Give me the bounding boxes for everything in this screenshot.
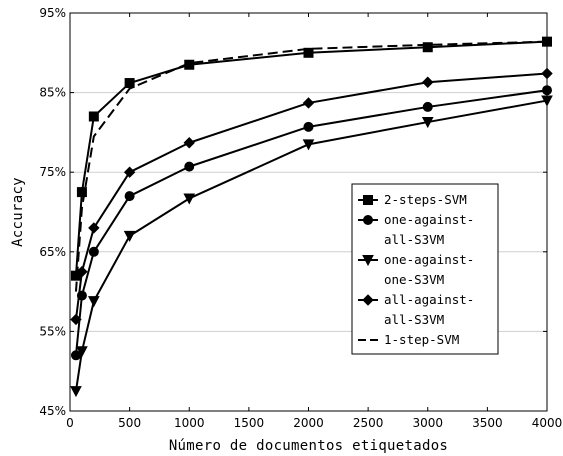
x-tick-label: 0 [66, 416, 74, 430]
data-point-marker [183, 193, 196, 205]
data-point-marker [76, 265, 88, 278]
data-point-marker [123, 166, 136, 178]
legend-entry [358, 195, 378, 205]
legend-marker [363, 195, 373, 205]
series-line [74, 40, 548, 292]
x-tick-label: 4000 [532, 416, 563, 430]
series-line [74, 72, 548, 320]
data-point-marker [303, 47, 314, 58]
x-tick-label: 1000 [174, 416, 205, 430]
legend-entry [358, 294, 378, 306]
x-axis-ticks: 0 500 1000 1500 2000 2500 3000 3500 4000 [66, 13, 562, 430]
series-line [74, 89, 548, 356]
series-all-against-all-S3VM [70, 67, 553, 326]
series-line [74, 40, 548, 276]
x-axis-label: Número de documentos etiquetados [169, 438, 448, 454]
legend-entry [358, 255, 378, 267]
y-tick-label: 75% [39, 165, 66, 179]
data-point-marker [88, 111, 99, 122]
series-line [74, 99, 548, 392]
y-tick-label: 65% [39, 245, 66, 259]
y-axis-ticks: 45% 55% 65% 75% 85% 95% [39, 6, 547, 418]
data-point-marker [303, 121, 314, 132]
legend-label: all-S3VM [384, 312, 444, 327]
legend-label: 1-step-SVM [384, 332, 459, 347]
series-one-against-all-S3VM [70, 85, 552, 361]
x-tick-label: 2000 [293, 416, 324, 430]
y-tick-label: 85% [39, 86, 66, 100]
data-point-marker [76, 346, 88, 358]
data-point-marker [76, 187, 87, 198]
data-point-marker [302, 97, 315, 109]
legend-label: all-S3VM [384, 232, 444, 247]
data-point-marker [542, 85, 552, 96]
legend-label: one-S3VM [384, 272, 444, 287]
legend-label: 2-steps-SVM [384, 192, 467, 207]
series-one-against-one-S3VM [70, 95, 553, 398]
data-point-marker [70, 313, 82, 326]
legend-label: one-against- [384, 212, 474, 227]
y-axis-label: Accuracy [10, 177, 26, 247]
data-point-marker [88, 296, 100, 308]
legend-marker [362, 294, 374, 306]
data-point-marker [88, 222, 100, 234]
y-tick-label: 45% [39, 404, 66, 418]
x-tick-label: 3000 [412, 416, 443, 430]
y-tick-label: 95% [39, 6, 66, 20]
x-tick-label: 1500 [234, 416, 265, 430]
legend-label: one-against- [384, 252, 474, 267]
data-point-marker [422, 101, 433, 112]
data-point-marker [123, 230, 136, 242]
legend-entry [358, 215, 378, 225]
series-group [70, 36, 553, 398]
legend-box [351, 183, 499, 355]
data-point-marker [70, 386, 82, 398]
data-point-marker [70, 350, 81, 361]
data-point-marker [421, 117, 434, 129]
data-point-marker [422, 76, 434, 88]
legend: 2-steps-SVM one-against-all-S3VM one-again… [351, 183, 499, 355]
data-point-marker [124, 191, 135, 202]
data-point-marker [541, 67, 553, 80]
data-point-marker [422, 42, 433, 53]
y-tick-label: 55% [39, 324, 66, 338]
legend-label: all-against- [384, 292, 474, 307]
x-tick-label: 2500 [353, 416, 384, 430]
data-point-marker [541, 95, 553, 107]
data-point-marker [184, 161, 195, 172]
data-point-marker [183, 137, 195, 149]
series-1-step-SVM [74, 40, 548, 292]
data-point-marker [88, 246, 99, 257]
legend-marker [362, 255, 374, 267]
data-point-marker [302, 139, 315, 151]
legend-marker [363, 215, 373, 225]
x-tick-label: 500 [118, 416, 141, 430]
x-tick-label: 3500 [472, 416, 503, 430]
